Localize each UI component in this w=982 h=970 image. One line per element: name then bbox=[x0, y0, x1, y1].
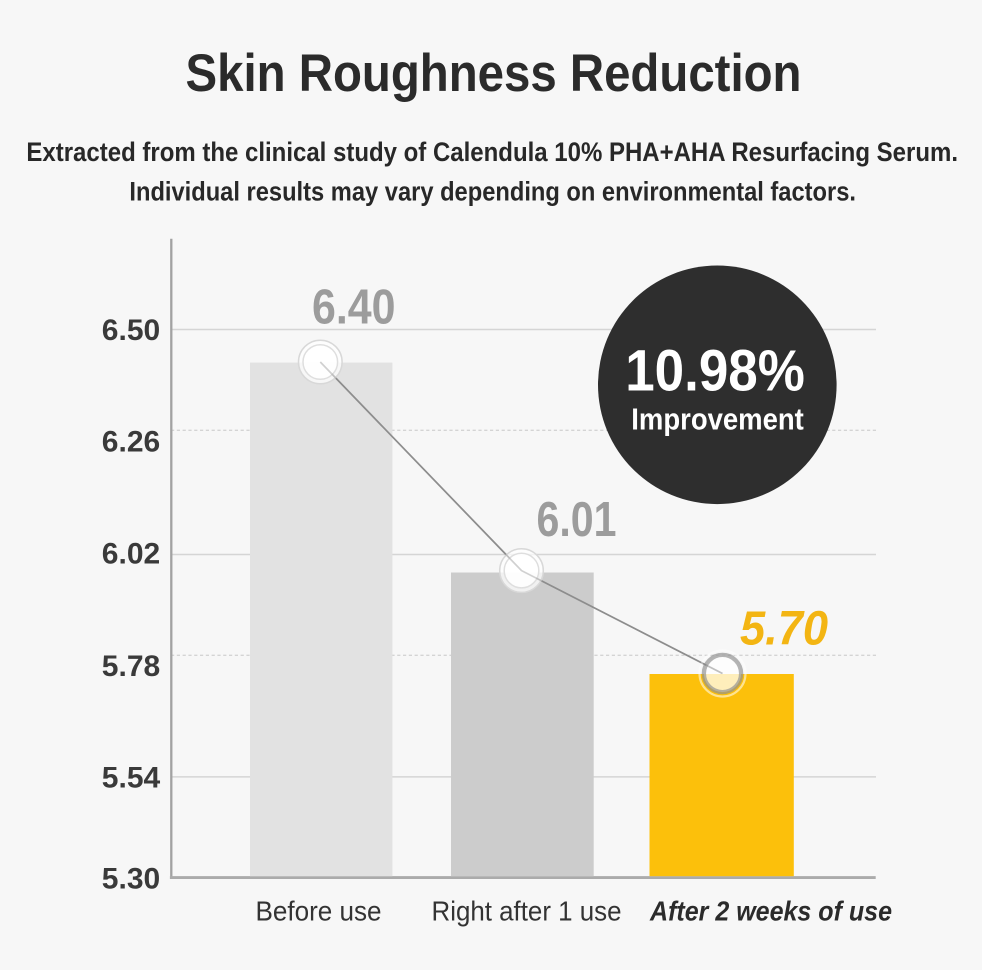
svg-text:6.02: 6.02 bbox=[102, 538, 160, 571]
svg-text:5.30: 5.30 bbox=[102, 862, 160, 895]
svg-text:Right after 1 use: Right after 1 use bbox=[432, 896, 622, 927]
svg-text:6.50: 6.50 bbox=[102, 314, 160, 347]
svg-text:Before use: Before use bbox=[256, 896, 382, 927]
svg-text:6.01: 6.01 bbox=[537, 493, 617, 547]
svg-text:5.70: 5.70 bbox=[740, 603, 828, 656]
svg-text:6.40: 6.40 bbox=[312, 281, 396, 335]
svg-text:Extracted from the clinical st: Extracted from the clinical study of Cal… bbox=[26, 136, 958, 167]
svg-text:10.98%: 10.98% bbox=[625, 338, 805, 403]
svg-text:6.26: 6.26 bbox=[102, 425, 160, 458]
svg-text:5.78: 5.78 bbox=[102, 650, 160, 683]
svg-text:After 2 weeks of use: After 2 weeks of use bbox=[649, 896, 892, 927]
svg-text:Improvement: Improvement bbox=[631, 403, 804, 437]
svg-text:Individual results may vary de: Individual results may vary depending on… bbox=[129, 175, 856, 206]
svg-text:Skin Roughness Reduction: Skin Roughness Reduction bbox=[186, 44, 802, 103]
svg-text:5.54: 5.54 bbox=[102, 761, 161, 794]
